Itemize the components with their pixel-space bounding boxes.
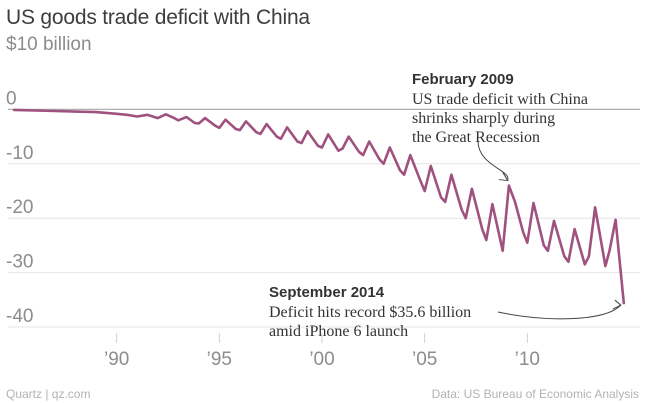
annotation-text-line: amid iPhone 6 launch — [269, 323, 408, 340]
chart-title: US goods trade deficit with China — [6, 6, 310, 29]
y-tick-label: 0 — [6, 88, 17, 109]
grid-layer — [8, 108, 640, 328]
x-tick-label: ’10 — [515, 349, 540, 370]
annotation-sep2014: September 2014 Deficit hits record $35.6 … — [269, 284, 622, 340]
annotation-heading: September 2014 — [269, 284, 385, 301]
x-tick-label: ’05 — [412, 349, 437, 370]
y-tick-label: -30 — [6, 252, 33, 273]
x-tick-label: ’00 — [309, 349, 334, 370]
annotation-arrowhead — [498, 172, 509, 182]
series-line — [12, 108, 626, 305]
y-tick-label: $10 billion — [6, 34, 92, 55]
y-tick-label: -40 — [6, 306, 33, 327]
x-tick-label: ’90 — [104, 349, 129, 370]
series-line-layer — [12, 108, 626, 305]
annotation-text-line: US trade deficit with China — [412, 91, 588, 108]
x-tick-label: ’95 — [207, 349, 232, 370]
x-tick-labels: ’90 ’95 ’00 ’05 ’10 — [104, 333, 540, 370]
footer-source: Data: US Bureau of Economic Analysis — [431, 387, 639, 401]
annotation-text-line: Deficit hits record $35.6 billion — [269, 304, 471, 321]
annotations: February 2009 US trade deficit with China… — [269, 71, 622, 340]
annotation-arrow — [477, 140, 509, 180]
annotation-arrow — [497, 304, 622, 320]
annotation-feb2009: February 2009 US trade deficit with China… — [412, 71, 588, 182]
annotation-heading: February 2009 — [412, 71, 514, 88]
annotation-text-line: shrinks sharply during — [412, 110, 555, 127]
y-tick-label: -20 — [6, 197, 33, 218]
annotation-text-line: the Great Recession — [412, 129, 540, 146]
y-tick-label: -10 — [6, 143, 33, 164]
y-tick-labels: $10 billion 0 -10 -20 -30 -40 — [6, 34, 92, 327]
annotation-arrowhead — [612, 299, 622, 310]
footer-credit: Quartz | qz.com — [6, 387, 91, 401]
